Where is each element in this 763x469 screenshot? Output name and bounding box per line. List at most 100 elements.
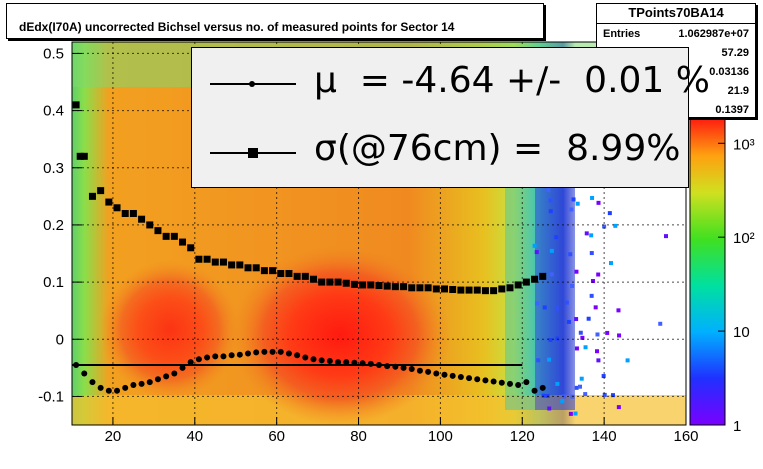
sparse-cell [596, 272, 601, 277]
sigma-point [121, 209, 129, 217]
sigma-point [531, 275, 539, 283]
mean-point [105, 387, 112, 394]
sparse-cell [589, 293, 594, 298]
mean-point [220, 353, 227, 360]
sparse-cell [602, 224, 607, 229]
sigma-point [416, 284, 424, 292]
sparse-cell [548, 198, 553, 203]
sigma-point [473, 286, 481, 294]
stats-value-3: 21.9 [727, 85, 749, 97]
sigma-point [252, 264, 260, 272]
sparse-cell [536, 358, 541, 363]
sparse-cell [568, 252, 573, 257]
y-tick-label: 0.4 [43, 103, 64, 120]
sigma-point [481, 287, 489, 295]
sparse-cell [555, 336, 560, 341]
mean-point [433, 370, 440, 377]
mean-point [212, 353, 219, 360]
sigma-point [219, 258, 227, 266]
sparse-cell [616, 405, 621, 410]
sparse-cell [589, 251, 594, 256]
x-tick-label: 40 [186, 428, 203, 445]
sparse-cell [584, 231, 589, 236]
sigma-point [76, 152, 84, 160]
title-box: dEdx(I70A) uncorrected Bichsel versus no… [6, 3, 544, 39]
mean-point [359, 360, 366, 367]
stats-value-4: 0.1397 [715, 104, 749, 116]
sigma-point [318, 278, 326, 286]
sigma-point [277, 270, 285, 278]
sparse-cell [549, 272, 554, 277]
sigma-point [514, 281, 522, 289]
mean-point [204, 354, 211, 361]
sparse-cell [586, 316, 591, 321]
sigma-point [350, 280, 358, 288]
legend-box: μ = -4.64 +/- 0.01 % σ(@76cm) = 8.99% [191, 47, 710, 188]
sparse-cell [613, 223, 618, 228]
sparse-cell [602, 392, 607, 397]
legend-mu-text: μ = -4.64 +/- 0.01 % [314, 60, 710, 101]
sigma-point [269, 267, 277, 275]
mean-point [384, 363, 391, 370]
mean-point [269, 348, 276, 355]
sparse-cell [590, 279, 595, 284]
mean-point [531, 387, 538, 394]
mean-point [449, 372, 456, 379]
sigma-point [326, 278, 334, 286]
x-tick-label: 20 [105, 428, 122, 445]
sigma-point [260, 267, 268, 275]
sparse-cell [569, 207, 574, 212]
sparse-cells [532, 180, 668, 416]
x-tick-label: 80 [350, 428, 367, 445]
mean-point [343, 359, 350, 366]
mean-point [416, 367, 423, 374]
sigma-point [244, 264, 252, 272]
y-tick-label: 0.1 [43, 274, 64, 291]
mean-point [122, 384, 129, 391]
sigma-point [301, 272, 309, 280]
sparse-cell [574, 385, 579, 390]
mean-point [261, 348, 268, 355]
sigma-point [375, 282, 383, 290]
sparse-cell [571, 197, 576, 202]
sparse-cell [546, 188, 551, 193]
sparse-cell [593, 305, 598, 310]
sigma-point [359, 281, 367, 289]
sparse-cell [554, 235, 559, 240]
sparse-cell [568, 411, 573, 416]
colorbar-tick-label: 10³ [733, 136, 755, 153]
x-tick-label: 60 [268, 428, 285, 445]
sigma-point [179, 238, 187, 246]
sparse-cell [595, 349, 600, 354]
sparse-cell [583, 392, 588, 397]
sparse-cell [574, 269, 579, 274]
sigma-point [187, 244, 195, 252]
y-tick-label: 0.3 [43, 160, 64, 177]
mean-point [498, 379, 505, 386]
sigma-point [490, 287, 498, 295]
mean-point [326, 357, 333, 364]
sigma-point [334, 278, 342, 286]
sparse-cell [562, 394, 567, 399]
mean-point [294, 352, 301, 359]
sigma-point [440, 285, 448, 293]
sparse-cell [547, 357, 552, 362]
sparse-cell [548, 209, 553, 214]
sigma-point [408, 284, 416, 292]
sigma-point [457, 286, 465, 294]
sparse-cell [548, 337, 553, 342]
y-tick-label: 0.2 [43, 217, 64, 234]
stats-entries-label: Entries [603, 28, 641, 40]
mean-point [114, 387, 121, 394]
sigma-point [129, 209, 137, 217]
sigma-point [97, 187, 105, 195]
sparse-cell [580, 335, 585, 340]
mean-point [392, 363, 399, 370]
mean-point [163, 373, 170, 380]
x-tick-label: 120 [510, 428, 535, 445]
mean-point [245, 350, 252, 357]
mean-point [285, 350, 292, 357]
mean-point [130, 381, 137, 388]
mean-point [482, 377, 489, 384]
sparse-cell [570, 283, 575, 288]
